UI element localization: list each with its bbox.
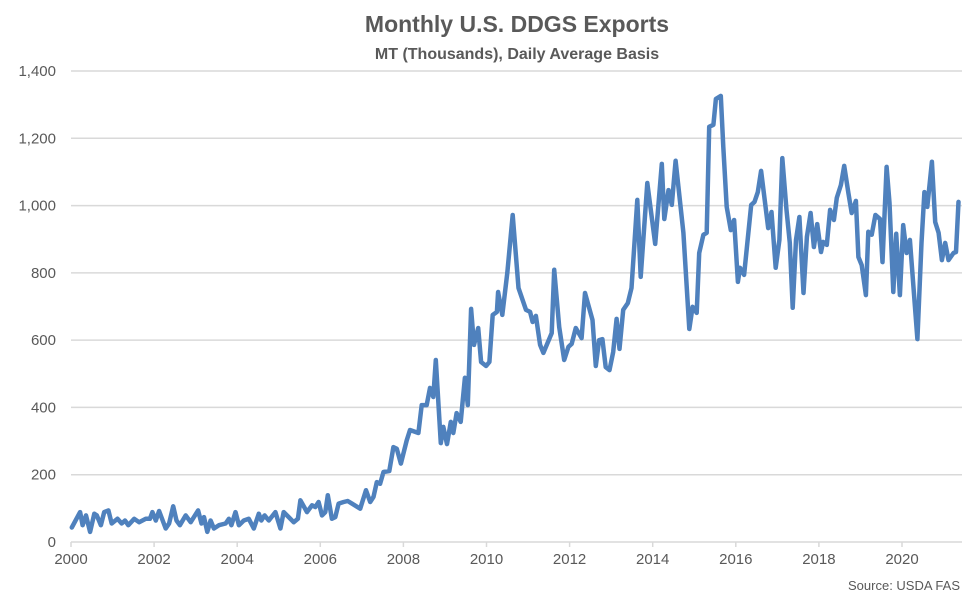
x-tick-label: 2002 — [137, 551, 170, 568]
y-axis: 0 200 400 600 800 1,000 1,200 1,400 — [18, 63, 56, 551]
x-tick-label: 2010 — [470, 551, 503, 568]
y-tick-label: 1,200 — [18, 130, 56, 147]
x-tick-label: 2008 — [387, 551, 420, 568]
chart-subtitle: MT (Thousands), Daily Average Basis — [375, 46, 659, 63]
x-tick-label: 2014 — [636, 551, 669, 568]
chart-title: Monthly U.S. DDGS Exports — [365, 11, 669, 37]
x-axis: 2000 2002 2004 2006 2008 2010 2012 2014 2016 2018… — [54, 542, 919, 568]
y-tick-label: 800 — [31, 265, 56, 282]
series-line — [69, 93, 961, 535]
y-tick-label: 1,000 — [18, 198, 56, 215]
x-tick-label: 2018 — [802, 551, 835, 568]
x-tick-label: 2016 — [719, 551, 752, 568]
series-layer — [69, 93, 961, 535]
y-tick-label: 0 — [48, 534, 56, 551]
y-tick-label: 200 — [31, 467, 56, 484]
gridlines — [71, 70, 962, 543]
x-tick-label: 2012 — [553, 551, 586, 568]
x-tick-label: 2000 — [54, 551, 87, 568]
x-tick-label: 2020 — [885, 551, 918, 568]
y-tick-label: 1,400 — [18, 63, 56, 80]
x-tick-label: 2006 — [304, 551, 337, 568]
y-tick-label: 400 — [31, 399, 56, 416]
y-tick-label: 600 — [31, 332, 56, 349]
source-note: Source: USDA FAS — [848, 578, 960, 593]
x-tick-label: 2004 — [221, 551, 254, 568]
